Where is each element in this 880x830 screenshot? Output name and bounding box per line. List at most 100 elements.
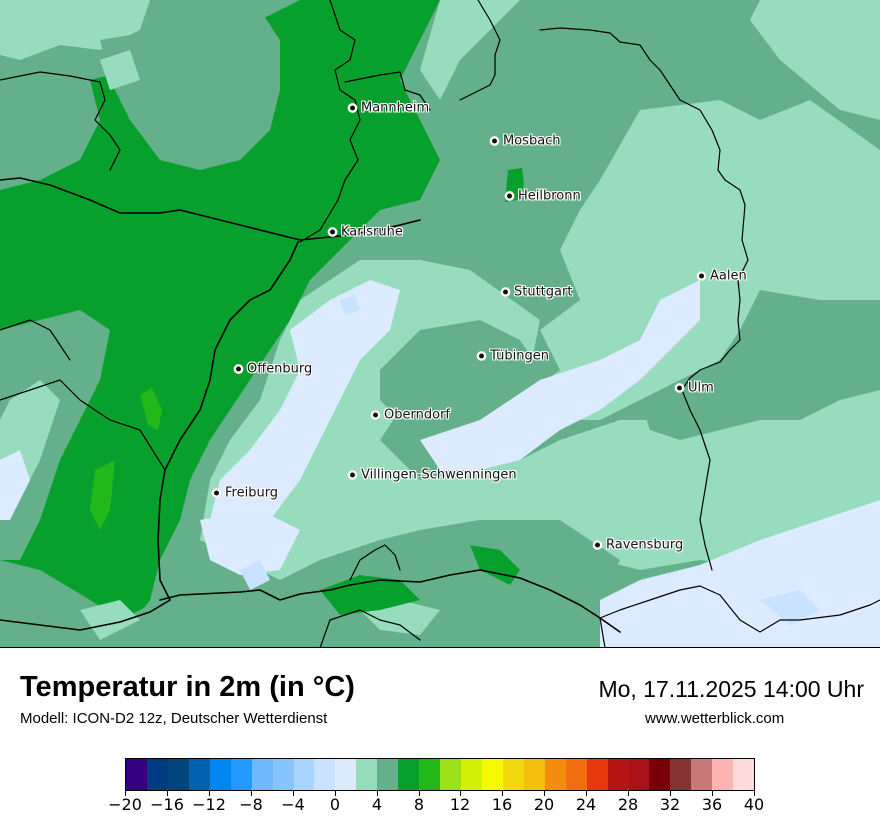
colorbar-tick-label: 28: [617, 795, 639, 814]
city-dot-icon: [501, 287, 510, 297]
colorbar-segment: [230, 759, 252, 790]
city-dot-icon: [348, 103, 357, 113]
colorbar-segment: [461, 759, 482, 790]
colorbar-tick-label: −20: [108, 795, 142, 814]
city-label: Oberndorf: [384, 407, 450, 423]
colorbar-tick-label: 4: [371, 795, 383, 814]
colorbar-tick-label: 16: [491, 795, 513, 814]
colorbar-segment: [628, 759, 650, 790]
city-marker-ravensburg: Ravensburg: [593, 538, 683, 553]
colorbar-segment: [649, 759, 671, 790]
colorbar-tick-label: 12: [449, 795, 471, 814]
colorbar-segment: [691, 759, 713, 790]
colorbar-segment: [272, 759, 294, 790]
colorbar-segment: [523, 759, 545, 790]
city-label: Villingen-Schwenningen: [361, 467, 517, 483]
colorbar-segment: [586, 759, 608, 790]
city-label: Ulm: [688, 380, 714, 396]
colorbar-tick-label: −4: [281, 795, 305, 814]
city-label: Tübingen: [490, 348, 549, 364]
colorbar-segment: [209, 759, 231, 790]
colorbar-segment: [188, 759, 210, 790]
city-dot-icon: [675, 383, 684, 393]
city-label: Ravensburg: [606, 537, 684, 553]
colorbar-segment: [146, 759, 168, 790]
city-marker-freiburg: Freiburg: [212, 486, 278, 501]
city-dot-icon: [234, 364, 243, 374]
colorbar-segment: [251, 759, 273, 790]
city-marker-mannheim: Mannheim: [348, 101, 429, 116]
colorbar-tick-label: −16: [150, 795, 184, 814]
colorbar-tick-mark: [586, 791, 587, 796]
colorbar-segment: [167, 759, 189, 790]
colorbar-tick-label: −8: [239, 795, 263, 814]
city-dot-icon: [328, 227, 337, 237]
city-label: Stuttgart: [514, 284, 573, 300]
colorbar-segment: [440, 759, 461, 790]
colorbar-segment: [502, 759, 524, 790]
colorbar-tick-label: 8: [413, 795, 425, 814]
colorbar-tick-mark: [251, 791, 252, 796]
city-marker-tuebingen: Tübingen: [477, 349, 549, 364]
colorbar-tick-label: 40: [743, 795, 765, 814]
city-marker-offenburg: Offenburg: [234, 362, 312, 377]
city-label: Heilbronn: [518, 188, 581, 204]
city-dot-icon: [505, 191, 514, 201]
colorbar-segment: [377, 759, 399, 790]
city-marker-aalen: Aalen: [697, 269, 747, 284]
city-marker-stuttgart: Stuttgart: [501, 285, 572, 300]
city-marker-mosbach: Mosbach: [490, 134, 561, 149]
city-dot-icon: [371, 410, 380, 420]
city-label: Aalen: [710, 268, 747, 284]
colorbar-segment: [670, 759, 692, 790]
city-marker-heilbronn: Heilbronn: [505, 189, 581, 204]
city-dot-icon: [490, 136, 499, 146]
colorbar-segment: [293, 759, 315, 790]
city-label: Freiburg: [225, 485, 279, 501]
city-marker-oberndorf: Oberndorf: [371, 408, 450, 423]
colorbar-tick-label: 20: [533, 795, 555, 814]
colorbar-tick-label: 0: [329, 795, 341, 814]
colorbar-tick-mark: [293, 791, 294, 796]
website-credit: www.wetterblick.com: [645, 710, 785, 727]
colorbar-segment: [733, 759, 755, 790]
city-dot-icon: [477, 351, 486, 361]
map-shading: [0, 0, 880, 647]
colorbar-tick-mark: [460, 791, 461, 796]
colorbar-segment: [356, 759, 378, 790]
colorbar-segment: [335, 759, 357, 790]
city-marker-ulm: Ulm: [675, 381, 714, 396]
colorbar-tick-mark: [377, 791, 378, 796]
valid-datetime: Mo, 17.11.2025 14:00 Uhr: [598, 676, 864, 702]
colorbar-tick-mark: [628, 791, 629, 796]
colorbar-tick-mark: [712, 791, 713, 796]
city-dot-icon: [593, 540, 602, 550]
colorbar-segment: [544, 759, 566, 790]
colorbar-segment: [314, 759, 336, 790]
colorbar-tick-mark: [502, 791, 503, 796]
colorbar-tick-mark: [209, 791, 210, 796]
city-label: Mannheim: [361, 100, 430, 116]
colorbar-segment: [565, 759, 587, 790]
colorbar-tick-mark: [125, 791, 126, 796]
city-label: Offenburg: [247, 361, 313, 377]
colorbar-tick-mark: [544, 791, 545, 796]
city-dot-icon: [348, 470, 357, 480]
colorbar-tick-mark: [335, 791, 336, 796]
colorbar-ticks: −20 −16 −12 −8 −4 0 4 8 12 16 20 24 28 32 36 40: [108, 791, 764, 821]
chart-title: Temperatur in 2m (in °C): [20, 671, 355, 703]
colorbar-segment: [398, 759, 420, 790]
colorbar-segment: [419, 759, 441, 790]
colorbar-tick-mark: [670, 791, 671, 796]
city-label: Mosbach: [503, 133, 561, 149]
city-marker-villingen-schwenningen: Villingen-Schwenningen: [348, 468, 517, 483]
colorbar-tick-label: 36: [701, 795, 723, 814]
colorbar-segment: [481, 759, 503, 790]
colorbar-segment: [607, 759, 629, 790]
city-marker-karlsruhe: Karlsruhe: [328, 225, 403, 240]
colorbar-tick-label: 32: [659, 795, 681, 814]
colorbar-tick-mark: [754, 791, 755, 796]
city-dot-icon: [697, 271, 706, 281]
model-subtitle: Modell: ICON-D2 12z, Deutscher Wetterdie…: [20, 710, 328, 727]
colorbar-tick-label: 24: [575, 795, 597, 814]
